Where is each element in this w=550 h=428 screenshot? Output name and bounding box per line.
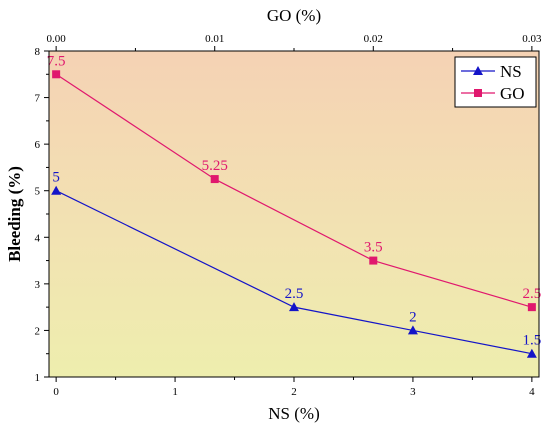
go-point xyxy=(52,70,61,79)
y-tick-label: 3 xyxy=(35,279,41,291)
legend-go-label: GO xyxy=(500,84,525,103)
x2-axis-title: GO (%) xyxy=(267,6,321,25)
y-axis-title: Bleeding (%) xyxy=(5,166,24,262)
x-axis-title: NS (%) xyxy=(268,404,319,423)
ns-data-label: 5 xyxy=(52,170,60,186)
go-line xyxy=(55,73,533,308)
go-data-label: 2.5 xyxy=(522,286,541,302)
go-data-label: 3.5 xyxy=(364,240,383,256)
x2-tick-label: 0.02 xyxy=(364,33,383,45)
x2-tick-label: 0.00 xyxy=(47,33,67,45)
go-point xyxy=(369,256,378,265)
ns-point xyxy=(51,185,62,195)
legend-ns-label: NS xyxy=(500,62,522,81)
y-tick-label: 6 xyxy=(35,139,41,151)
x-tick-label: 2 xyxy=(291,386,297,398)
legend-ns-marker xyxy=(473,66,483,75)
ns-data-label: 2 xyxy=(409,309,417,325)
x2-tick-label: 0.01 xyxy=(205,33,224,45)
x2-tick-label: 0.03 xyxy=(522,33,542,45)
ns-line xyxy=(55,190,532,355)
ns-point xyxy=(289,302,299,312)
x-tick-label: 1 xyxy=(172,386,178,398)
legend-go-marker xyxy=(474,89,482,97)
x-tick-label: 3 xyxy=(410,386,416,398)
legend: NS GO xyxy=(454,56,537,108)
y-tick-label: 8 xyxy=(35,46,41,58)
ns-data-label: 2.5 xyxy=(285,286,304,302)
go-point xyxy=(210,175,219,184)
go-data-label: 5.25 xyxy=(202,158,228,174)
ns-data-label: 1.5 xyxy=(522,333,541,349)
y-tick-label: 7 xyxy=(35,93,41,105)
y-tick-label: 2 xyxy=(35,325,41,337)
x-tick-label: 4 xyxy=(529,386,535,398)
y-tick-label: 1 xyxy=(35,372,41,384)
legend-box xyxy=(454,56,537,108)
y-tick-label: 4 xyxy=(35,232,41,244)
y-tick-label: 5 xyxy=(35,186,41,198)
ns-point xyxy=(407,325,418,335)
go-data-label: 7.5 xyxy=(47,53,66,69)
ns-point xyxy=(526,348,537,358)
go-point xyxy=(527,303,536,312)
x-tick-label: 0 xyxy=(53,386,59,398)
plot-marks: 5 2.5 2 1.5 7.5 5.25 3.5 2.5 xyxy=(47,53,541,358)
